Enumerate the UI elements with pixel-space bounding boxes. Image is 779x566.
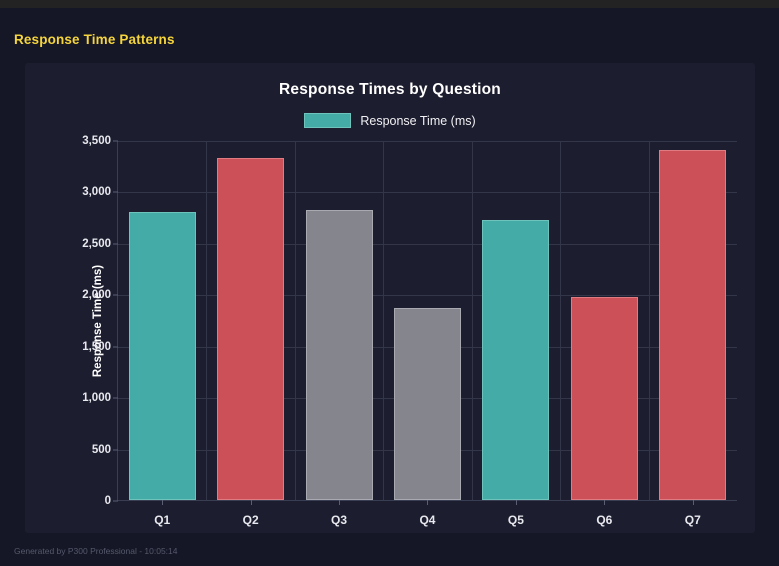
y-axis-tick-label: 1,500: [82, 340, 111, 353]
bar-category-q4[interactable]: Q4: [383, 141, 471, 527]
y-axis-tick-label: 2,000: [82, 289, 111, 302]
y-axis-tick-mark: [113, 243, 118, 245]
y-axis-tick-mark: [113, 449, 118, 451]
y-axis-tick-mark: [113, 500, 118, 502]
gridline: [118, 243, 737, 245]
x-axis-tick-mark: [339, 500, 341, 505]
x-axis-tick-label-q4: Q4: [419, 513, 436, 527]
bar-q2[interactable]: [217, 158, 285, 500]
vertical-gridline: [648, 141, 650, 500]
x-axis-tick-label-q2: Q2: [242, 513, 259, 527]
gridline: [118, 192, 737, 194]
y-axis-title: Response Time (ms): [92, 264, 105, 378]
vertical-gridline: [294, 141, 296, 500]
vertical-gridline: [560, 141, 562, 500]
bar-category-q5[interactable]: Q5: [472, 141, 560, 527]
y-axis-tick-label: 0: [104, 495, 111, 507]
bar-q1[interactable]: [128, 212, 196, 500]
x-axis-tick-label-q7: Q7: [684, 513, 701, 527]
bar-q6[interactable]: [570, 297, 638, 500]
chart-title: Response Times by Question: [279, 81, 501, 98]
y-axis-tick-label: 2,500: [82, 237, 111, 250]
bar-category-q3[interactable]: Q3: [295, 141, 383, 527]
legend-swatch-response-time: [304, 113, 352, 128]
y-axis-tick-mark: [113, 191, 118, 193]
bar-series: Q1 Q2 Q3 Q4 Q5 Q6 Q7: [118, 141, 737, 527]
gridline: [118, 141, 737, 142]
x-axis-tick-label-q5: Q5: [507, 513, 524, 527]
x-axis-tick-label-q6: Q6: [596, 513, 613, 527]
chart-panel: Response Times by Question Response Time…: [25, 63, 755, 533]
bar-q5[interactable]: [482, 220, 550, 500]
bar-category-q2[interactable]: Q2: [206, 141, 294, 527]
y-axis-tick-label: 1,000: [82, 392, 111, 405]
y-axis-tick-mark: [113, 397, 118, 399]
bar-category-q7[interactable]: Q7: [649, 141, 737, 527]
bar-category-q1[interactable]: Q1: [118, 141, 206, 527]
bar-category-q6[interactable]: Q6: [560, 141, 648, 527]
top-strip: [0, 0, 779, 8]
gridline: [118, 295, 737, 297]
x-axis-tick-mark: [515, 500, 517, 505]
chart-legend: Response Time (ms): [25, 113, 755, 128]
bar-q7[interactable]: [659, 150, 727, 500]
legend-label-response-time: Response Time (ms): [360, 113, 476, 128]
y-axis-tick-mark: [113, 294, 118, 296]
plot-area: 0 500 1,000 1,500 2,000 2,500 3,000 3,500 Q1 Q2 Q…: [82, 135, 737, 527]
page-title: Response Time Patterns: [14, 32, 175, 47]
plot-wrapper: Response Time (ms) 0 500 1,000 1,500 2,000 2,…: [82, 135, 737, 527]
y-axis-tick-mark: [113, 346, 118, 348]
y-axis-tick-label: 500: [91, 443, 111, 456]
vertical-gridline: [471, 141, 473, 500]
y-axis-tick-label: 3,500: [82, 135, 111, 147]
x-axis-tick-mark: [604, 500, 606, 505]
x-axis-tick-mark: [250, 500, 252, 505]
vertical-gridline: [383, 141, 385, 500]
x-axis-tick-mark: [162, 500, 164, 505]
x-axis-tick-label-q1: Q1: [154, 513, 171, 527]
footer-text: Generated by P300 Professional - 10:05:1…: [14, 546, 178, 556]
bar-q4[interactable]: [393, 307, 461, 500]
x-axis-tick-mark: [427, 500, 429, 505]
bar-q3[interactable]: [305, 209, 373, 500]
y-axis-tick-mark: [113, 140, 118, 142]
y-axis-tick-label: 3,000: [82, 186, 111, 199]
x-axis-tick-label-q3: Q3: [331, 513, 348, 527]
vertical-gridline: [206, 141, 208, 500]
x-axis-tick-mark: [692, 500, 694, 505]
